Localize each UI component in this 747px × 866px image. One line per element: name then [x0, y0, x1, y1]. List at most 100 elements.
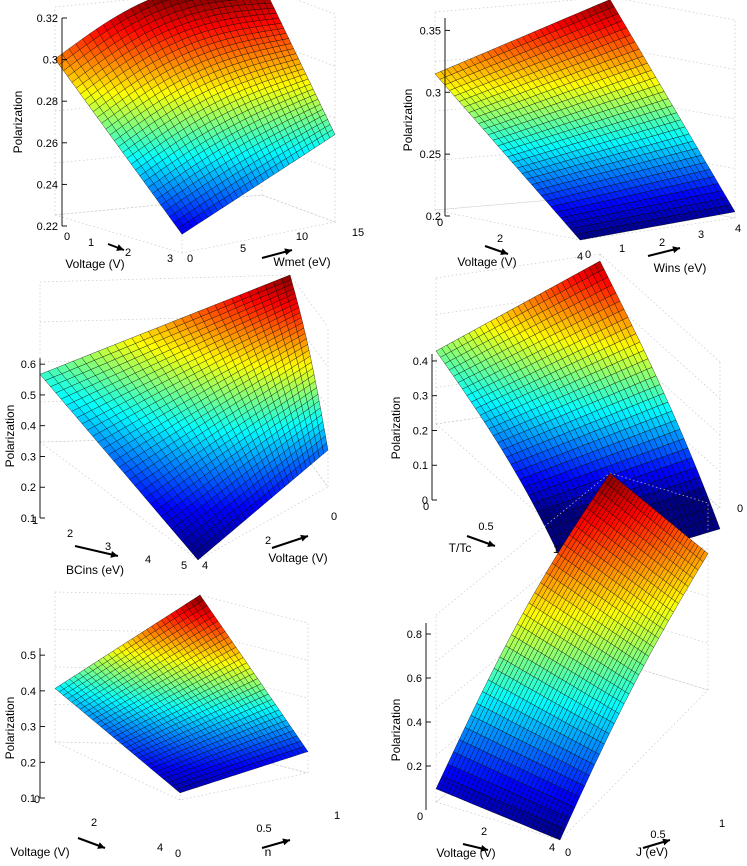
axis-1-label: Voltage (V): [457, 255, 516, 269]
z-tick-label: 0.1: [21, 513, 36, 525]
z-tick-label: 0.2: [426, 211, 441, 223]
z-tick-label: 0.1: [413, 460, 428, 472]
axis-2-tick-label: 0: [585, 249, 591, 261]
axis-1-tick-label: 5: [181, 560, 187, 572]
grid-floor: [435, 399, 721, 541]
surface-plot-polarization-vs-voltage-wmet: 0.22 0.24 0.26 0.28 0.3 0.32 Polarization 0 1 2 3 V…: [11, 0, 364, 271]
axis-2-tick-label: 0: [737, 503, 743, 515]
surface-plot-polarization-vs-voltage-wins: 0.2 0.25 0.3 0.35 Polarization 0 2 4 Voltage (V)…: [401, 0, 741, 275]
z-tick-label: 0.22: [37, 221, 58, 233]
axis-1-arrowhead: [110, 551, 118, 558]
z-tick-label: 0.4: [21, 686, 36, 698]
axis-2-tick-label: 3: [698, 229, 704, 241]
z-axis-label: Polarization: [11, 91, 25, 154]
z-tick-label: 0.4: [21, 421, 36, 433]
axis-2-tick-label: 0.5: [256, 823, 271, 835]
z-tick-label: 0.35: [420, 25, 441, 37]
axis-2-arrowhead: [300, 534, 308, 542]
z-tick-label: 0.2: [21, 757, 36, 769]
z-tick-label: 0.24: [37, 179, 58, 191]
axis-2-tick-label: 10: [296, 231, 308, 243]
axis-1-tick-label: 1: [32, 515, 38, 527]
grid-line: [599, 253, 721, 363]
surface-cell: [574, 233, 586, 241]
axis-2-arrowhead: [672, 246, 680, 254]
z-axis-label: Polarization: [3, 697, 17, 760]
axis-1-label: Voltage (V): [65, 257, 124, 271]
axis-1-tick-label: 0: [64, 231, 70, 243]
surface-mesh: [434, 0, 736, 241]
z-axis: 0.1 0.2 0.3 0.4 0.5 0.6 Polarization: [3, 358, 45, 525]
axis-1-tick-label: 0: [437, 217, 443, 229]
grid-line: [289, 274, 329, 328]
grid-line: [434, 0, 580, 13]
grid-line: [599, 290, 721, 399]
z-tick-label: 0.28: [37, 96, 58, 108]
grid-line: [434, 194, 611, 211]
axis-1-tick-label: 3: [167, 253, 173, 265]
z-tick-label: 0.25: [420, 149, 441, 161]
z-axis-label: Polarization: [401, 89, 415, 152]
axis-1-label: BCins (eV): [66, 563, 124, 577]
axis-1-label: T/Tc: [449, 541, 472, 555]
axis-2-tick-label: 15: [352, 227, 364, 239]
z-tick-label: 0.6: [21, 359, 36, 371]
axis-2-tick-label: 4: [735, 223, 741, 235]
axis-1-label: Voltage (V): [10, 845, 69, 859]
grid-line: [434, 95, 611, 112]
z-tick-label: 0.3: [43, 55, 58, 67]
axis-2-label: Wins (eV): [654, 261, 707, 275]
axis-1-arrowhead: [500, 248, 508, 256]
axis-1-tick-label: 2: [67, 528, 73, 540]
z-tick-label: 0.3: [21, 451, 36, 463]
axis-2-tick-label: 0: [331, 511, 337, 523]
grid-line: [434, 145, 611, 161]
z-tick-label: 0.26: [37, 138, 58, 150]
axis-1-tick-label: 2: [125, 247, 131, 259]
z-tick-label: 0.3: [21, 722, 36, 734]
grid-line: [39, 274, 291, 283]
grid-line: [434, 46, 611, 62]
axis-2-tick-label: 1: [334, 810, 340, 822]
axis-2-tick-label: 2: [659, 237, 665, 249]
z-tick-label: 0.3: [426, 87, 441, 99]
surface-cell: [192, 549, 203, 561]
surface-mesh: [54, 594, 309, 794]
z-tick-label: 0.4: [413, 356, 428, 368]
z-axis-label: Polarization: [389, 397, 403, 460]
grid-line: [261, 194, 336, 223]
z-tick-label: 0.3: [413, 391, 428, 403]
axis-2-tick-label: 1: [619, 243, 625, 255]
axis-2-tick-label: 0: [187, 253, 193, 265]
grid-line: [624, 0, 736, 21]
z-tick-label: 0.2: [413, 425, 428, 437]
z-axis: 0.2 0.25 0.3 0.35 Polarization: [401, 18, 450, 223]
surface-cell: [177, 224, 188, 235]
grid-line: [296, 0, 336, 15]
z-tick-label: 0.5: [21, 650, 36, 662]
axis-1-tick-label: 4: [157, 842, 163, 854]
z-tick-label: 0.32: [37, 13, 58, 25]
axis-1-tick-label: 0: [34, 794, 40, 806]
axis-1-tick-label: 2: [91, 817, 97, 829]
axis-2-tick-label: 5: [240, 243, 246, 255]
surface-plot-polarization-vs-ttc-voltage: 00.10.20.30.4Polarization00.51T/Tc024Vol…: [389, 253, 743, 576]
z-tick-label: 0.5: [21, 390, 36, 402]
axis-1: 0 1 2 3 Voltage (V): [64, 231, 173, 271]
z-tick-label: 0.2: [21, 482, 36, 494]
axis-1-tick-label: 1: [88, 237, 94, 249]
axis-2-tick-label: 2: [265, 535, 271, 547]
axis-1-tick-label: 4: [577, 251, 583, 263]
z-axis-label: Polarization: [3, 405, 17, 468]
grid-floor: [434, 194, 736, 241]
axis-2-tick-label: 0: [175, 848, 181, 860]
axis-1: 0 2 4 Voltage (V): [10, 794, 163, 859]
axis-2: 0 1 2 3 4 Wins (eV): [585, 223, 741, 275]
